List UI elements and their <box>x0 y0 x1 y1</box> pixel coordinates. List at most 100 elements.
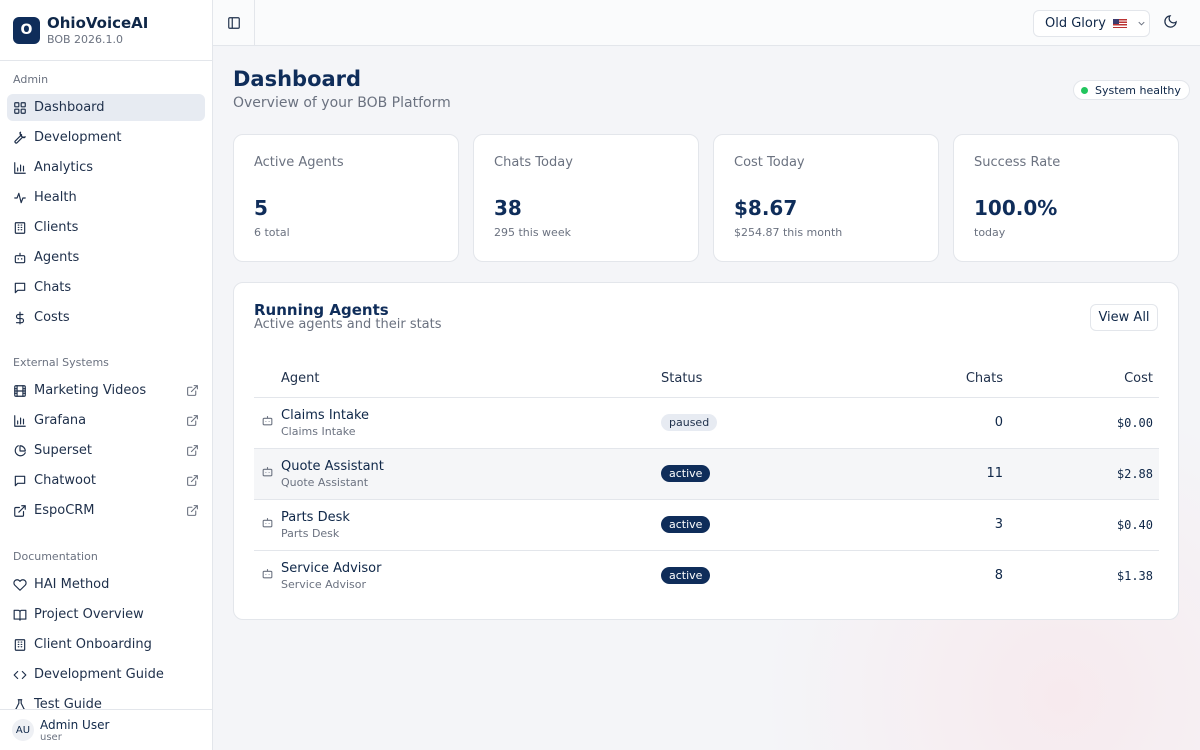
agent-name[interactable]: Service Advisor <box>281 560 382 576</box>
stat-label: Success Rate <box>974 155 1061 170</box>
sidebar-item-analytics[interactable]: Analytics <box>7 154 205 181</box>
sidebar: O OhioVoiceAI BOB 2026.1.0 Admin Dashboar… <box>0 0 213 750</box>
page-title: Dashboard <box>233 67 362 91</box>
theme-label: Old Glory <box>1045 16 1106 31</box>
us-flag-icon <box>1112 19 1127 28</box>
dollar-icon <box>15 311 25 324</box>
sidebar-item-chats[interactable]: Chats <box>7 274 205 301</box>
film-icon <box>14 384 26 397</box>
avatar: AU <box>12 719 34 741</box>
stat-note: 295 this week <box>494 226 571 239</box>
agent-name[interactable]: Parts Desk <box>281 509 350 525</box>
sidebar-item-costs[interactable]: Costs <box>7 304 205 331</box>
brand-version: BOB 2026.1.0 <box>47 33 124 46</box>
status-dot-icon <box>1081 86 1088 94</box>
sidebar-toggle-button[interactable] <box>213 0 255 46</box>
sidebar-item-label: Test Guide <box>34 697 102 712</box>
user-role: user <box>40 731 62 743</box>
chats-count: 3 <box>859 499 1009 551</box>
sidebar-item-label: Marketing Videos <box>34 383 147 398</box>
table-row[interactable]: Parts Desk Parts Desk active 3 $0.40 <box>254 499 1159 551</box>
external-link-icon <box>187 385 198 396</box>
stat-note: today <box>974 226 1006 239</box>
sidebar-item-espocrm[interactable]: EspoCRM <box>7 497 205 524</box>
pie-icon <box>14 444 26 456</box>
building-icon <box>14 221 26 234</box>
chats-count: 11 <box>859 448 1009 500</box>
chat-icon <box>14 282 26 293</box>
sidebar-item-agents[interactable]: Agents <box>7 244 205 271</box>
stat-card: Success Rate 100.0% today <box>953 134 1179 262</box>
sidebar-item-label: EspoCRM <box>34 503 95 518</box>
ext-icon <box>14 504 26 517</box>
stat-note: $254.87 this month <box>734 226 843 239</box>
column-header-agent[interactable]: Agent <box>281 361 661 398</box>
brand: O OhioVoiceAI BOB 2026.1.0 <box>0 0 212 61</box>
section-label: External Systems <box>13 356 109 369</box>
stat-card: Cost Today $8.67 $254.87 this month <box>713 134 939 262</box>
sidebar-item-development[interactable]: Development <box>7 124 205 151</box>
status-badge: active <box>661 567 711 585</box>
user-menu[interactable]: AU Admin User user <box>0 709 212 750</box>
sidebar-item-label: Health <box>34 190 77 205</box>
panel-title: Running Agents <box>254 301 389 319</box>
sidebar-item-label: Chatwoot <box>34 473 97 488</box>
section-label: Admin <box>13 73 49 86</box>
cost-value: $2.88 <box>1009 448 1159 500</box>
external-link-icon <box>187 475 198 486</box>
bot-icon <box>262 569 273 579</box>
sidebar-item-chatwoot[interactable]: Chatwoot <box>7 467 205 494</box>
sidebar-item-label: Costs <box>34 310 70 325</box>
external-link-icon <box>187 445 198 456</box>
sidebar-item-label: Chats <box>34 280 72 295</box>
agent-name[interactable]: Claims Intake <box>281 407 370 423</box>
logo: O <box>13 16 40 44</box>
pulse-icon <box>14 192 26 203</box>
sidebar-item-label: Dashboard <box>34 100 105 115</box>
running-agents-panel: Running Agents Active agents and their s… <box>233 282 1179 620</box>
chats-count: 8 <box>994 568 1003 584</box>
stat-value: 100.0% <box>974 196 1058 220</box>
stat-card: Active Agents 5 6 total <box>233 134 459 262</box>
brand-name: OhioVoiceAI <box>47 14 149 32</box>
agent-subtitle: Quote Assistant <box>281 475 369 489</box>
table-row[interactable]: Quote Assistant Quote Assistant active 11 $2… <box>254 448 1159 500</box>
sidebar-item-dashboard[interactable]: Dashboard <box>7 94 205 121</box>
external-link-icon <box>187 415 198 426</box>
status-badge: active <box>661 465 711 482</box>
column-header-chats[interactable]: Chats <box>859 361 1009 398</box>
chevron-down-icon <box>1138 21 1145 26</box>
stat-value: 38 <box>494 196 522 220</box>
user-name: Admin User <box>40 717 110 732</box>
sidebar-item-superset[interactable]: Superset <box>7 437 205 464</box>
moon-icon[interactable] <box>1163 14 1178 29</box>
sidebar-item-grafana[interactable]: Grafana <box>7 407 205 434</box>
cost-value: $1.38 <box>1116 568 1153 583</box>
sidebar-item-test-guide[interactable]: Test Guide <box>7 691 205 718</box>
column-header-status[interactable]: Status <box>661 361 859 398</box>
sidebar-item-client-onboarding[interactable]: Client Onboarding <box>7 631 205 658</box>
sidebar-item-label: Client Onboarding <box>34 637 152 652</box>
sidebar-item-health[interactable]: Health <box>7 184 205 211</box>
stat-label: Cost Today <box>734 155 805 170</box>
stat-value: $8.67 <box>734 196 798 220</box>
agent-name[interactable]: Quote Assistant <box>281 458 384 474</box>
sidebar-icon <box>227 17 240 29</box>
sidebar-item-marketing-videos[interactable]: Marketing Videos <box>7 377 205 404</box>
theme-select[interactable]: Old Glory <box>1033 10 1150 37</box>
table-row[interactable]: Claims Intake Claims Intake paused 0 $0.00 <box>254 397 1159 449</box>
book-icon <box>13 609 27 621</box>
agent-subtitle: Service Advisor <box>281 577 367 591</box>
table-row[interactable]: Service Advisor Service Advisor active 8 $1.… <box>254 550 1159 601</box>
view-all-button[interactable]: View All <box>1090 304 1158 331</box>
sidebar-item-label: Project Overview <box>34 607 144 622</box>
sidebar-item-hai-method[interactable]: HAI Method <box>7 571 205 598</box>
panel-subtitle: Active agents and their stats <box>254 317 442 332</box>
sidebar-item-label: Development Guide <box>34 667 164 682</box>
agents-table: Agent Status Chats Cost Claims Intake Cla… <box>254 361 1159 601</box>
sidebar-item-clients[interactable]: Clients <box>7 214 205 241</box>
column-header-cost[interactable]: Cost <box>1009 361 1159 398</box>
bot-icon <box>262 467 273 477</box>
sidebar-item-development-guide[interactable]: Development Guide <box>7 661 205 688</box>
sidebar-item-project-overview[interactable]: Project Overview <box>7 601 205 628</box>
